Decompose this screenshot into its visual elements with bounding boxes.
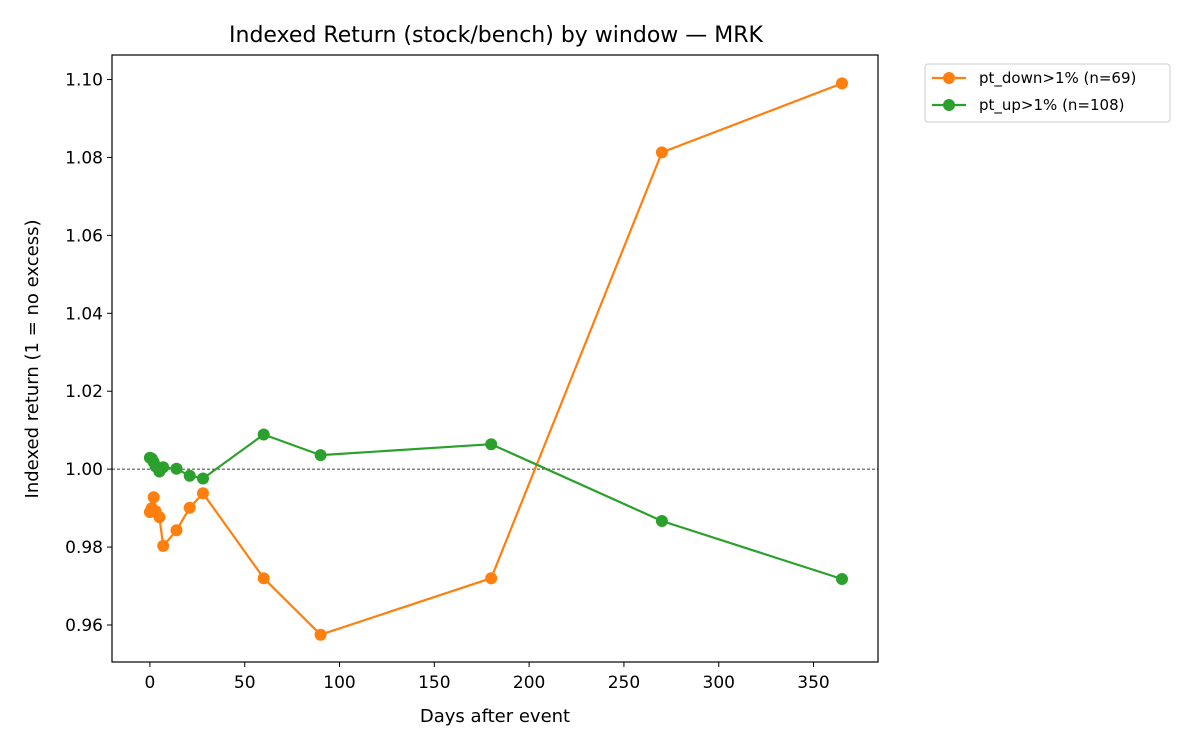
y-tick-label: 1.08 [65, 148, 103, 168]
legend-label: pt_up>1% (n=108) [979, 96, 1124, 115]
data-point [170, 524, 183, 537]
legend-marker [943, 72, 955, 84]
data-point [197, 472, 209, 485]
data-point [655, 515, 668, 527]
y-tick-label: 1.02 [65, 382, 103, 402]
data-point [314, 449, 327, 462]
plot-area-frame [111, 54, 879, 663]
data-point [183, 469, 196, 482]
legend-item: pt_up>1% (n=108) [932, 96, 1124, 115]
x-tick-label: 300 [703, 673, 735, 693]
data-point [836, 573, 848, 585]
y-tick-label: 1.06 [65, 226, 103, 246]
y-tick-label: 1.04 [65, 304, 103, 324]
y-axis-title: Indexed return (1 = no excess) [22, 220, 43, 499]
legend-marker [943, 99, 955, 111]
data-point [153, 511, 166, 524]
chart-title: Indexed Return (stock/bench) by window —… [229, 23, 764, 48]
data-point [147, 491, 160, 504]
y-tick-label: 0.98 [65, 538, 103, 558]
x-axis-title: Days after event [420, 706, 570, 727]
data-point [170, 462, 183, 475]
data-point [183, 501, 196, 514]
data-point [485, 438, 498, 451]
x-tick-label: 200 [513, 673, 545, 693]
data-point [836, 77, 848, 90]
x-tick-label: 50 [234, 673, 256, 693]
x-tick-label: 0 [145, 673, 156, 693]
x-axis-ticks: 0 50 100 150 200 250 300 350 [145, 662, 830, 693]
data-point [197, 487, 209, 500]
x-tick-label: 150 [418, 673, 450, 693]
y-tick-label: 1.00 [65, 460, 103, 480]
y-axis-ticks: 0.96 0.98 1.00 1.02 1.04 1.06 1.08 1.10 [65, 71, 112, 636]
series-layer [143, 77, 848, 641]
x-tick-label: 250 [608, 673, 640, 693]
data-point [257, 572, 270, 585]
data-point [157, 539, 170, 552]
series-0 [143, 77, 848, 641]
data-point [485, 572, 498, 585]
series-1 [143, 428, 848, 585]
data-point [655, 146, 668, 159]
y-tick-label: 0.96 [65, 616, 103, 636]
data-point [157, 461, 170, 474]
legend-label: pt_down>1% (n=69) [979, 69, 1136, 88]
y-tick-label: 1.10 [65, 71, 103, 91]
legend-box [924, 63, 1171, 123]
data-point [257, 428, 270, 441]
data-point [314, 628, 327, 641]
x-tick-label: 350 [797, 673, 829, 693]
legend: pt_down>1% (n=69) pt_up>1% (n=108) [924, 63, 1171, 123]
legend-item: pt_down>1% (n=69) [932, 69, 1136, 88]
x-tick-label: 100 [323, 673, 355, 693]
